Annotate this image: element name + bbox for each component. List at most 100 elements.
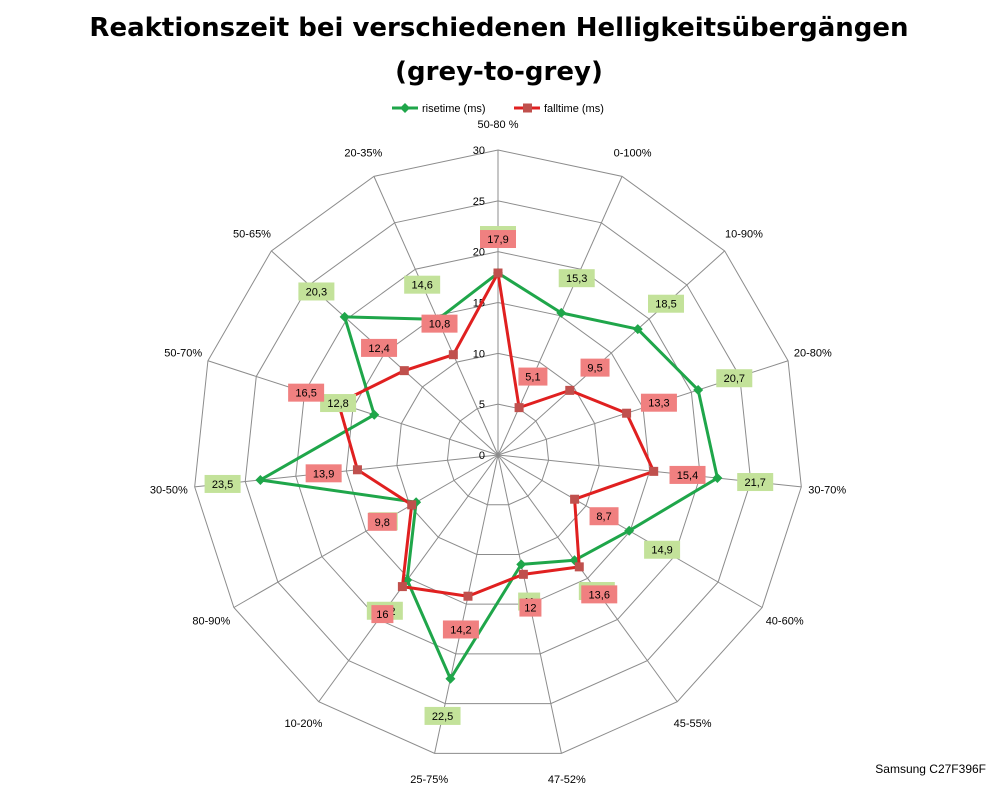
category-labels: 50-80 % 0-100% 10-90% 20-80% 30-70% 40-60% 45-… — [150, 119, 847, 786]
data-label-box — [298, 282, 335, 301]
data-point — [448, 350, 458, 360]
data-label-box — [640, 393, 677, 412]
data-point — [514, 403, 524, 413]
data-label-text: 12,8 — [327, 398, 348, 410]
data-label-box — [519, 598, 542, 617]
data-label-box — [648, 294, 685, 313]
data-point — [445, 673, 456, 684]
data-point — [556, 307, 567, 318]
data-label-text: 15,3 — [566, 273, 587, 285]
data-point — [624, 525, 635, 536]
data-label-box — [580, 358, 610, 377]
data-label-text: 14,9 — [651, 545, 672, 557]
data-point — [693, 384, 704, 395]
axis-tick-label: 5 — [479, 399, 485, 411]
category-label: 40-60% — [766, 616, 804, 628]
data-point — [397, 582, 407, 592]
category-label: 30-70% — [808, 485, 846, 497]
legend: risetime (ms) falltime (ms) — [392, 103, 604, 115]
legend-marker — [400, 103, 410, 113]
data-label-falltime: 13,9 — [305, 464, 342, 483]
data-label-box — [581, 585, 618, 604]
data-point — [565, 385, 575, 395]
series-lines — [255, 268, 723, 684]
data-point — [352, 465, 362, 475]
grid-spoke — [194, 454, 499, 488]
category-label: 20-80% — [794, 348, 832, 360]
grid-ring — [446, 403, 550, 506]
data-labels: 17,915,318,520,721,714,912,81122,515,29,… — [204, 226, 774, 725]
data-label-falltime: 14,2 — [442, 620, 479, 639]
data-label-text: 9,8 — [375, 517, 390, 529]
model-credit: Samsung C27F396F — [875, 762, 986, 776]
data-label-falltime: 12,4 — [361, 338, 398, 357]
data-label-text: 21,7 — [744, 477, 765, 489]
data-label-box — [371, 605, 394, 624]
data-label-falltime: 17,9 — [480, 230, 516, 249]
chart-title-line2: (grey-to-grey) — [395, 57, 603, 87]
data-point — [649, 466, 659, 476]
data-label-box — [518, 367, 548, 386]
data-label-text: 17,9 — [487, 234, 508, 246]
category-label: 47-52% — [548, 774, 586, 786]
data-label-text: 13,6 — [589, 589, 610, 601]
series-line-risetime — [258, 271, 719, 681]
category-label: 50-65% — [233, 229, 271, 241]
legend-marker — [523, 103, 532, 113]
category-label: 50-80 % — [478, 119, 519, 131]
grid-ring — [396, 352, 600, 555]
axis-tick-label: 25 — [473, 196, 485, 208]
data-label-text: 16 — [376, 609, 388, 621]
legend-label: falltime (ms) — [544, 103, 604, 115]
data-label-box — [589, 507, 619, 526]
data-point — [493, 268, 503, 278]
data-label-text: 12 — [524, 603, 536, 615]
category-label: 30-50% — [150, 485, 188, 497]
category-label: 10-90% — [725, 229, 763, 241]
series-line-falltime — [336, 271, 656, 598]
data-label-text: 18,5 — [655, 299, 676, 311]
data-label-text: 14,6 — [411, 280, 432, 292]
data-label-box — [737, 473, 774, 492]
data-label-box — [367, 512, 397, 531]
data-label-falltime: 16 — [371, 605, 394, 624]
grid-spoke — [497, 454, 678, 703]
data-label-falltime: 16,5 — [288, 383, 325, 402]
category-label: 50-70% — [164, 348, 202, 360]
grid-spoke — [434, 454, 499, 754]
data-label-falltime: 8,7 — [589, 507, 619, 526]
data-point — [407, 500, 417, 510]
data-point — [463, 591, 473, 601]
data-point — [255, 474, 266, 485]
data-label-text: 10,8 — [429, 319, 450, 331]
category-label: 10-20% — [284, 718, 322, 730]
data-label-falltime: 9,8 — [367, 512, 397, 531]
grid-ring — [295, 251, 701, 655]
axis-tick-label: 30 — [473, 145, 485, 157]
data-label-falltime: 13,6 — [581, 585, 618, 604]
data-point — [339, 311, 350, 322]
data-label-falltime: 10,8 — [421, 314, 458, 333]
axis-tick-label: 20 — [473, 247, 485, 259]
data-point — [632, 324, 643, 335]
chart-title-line1: Reaktionszeit bei verschiedenen Helligke… — [89, 13, 909, 43]
category-label: 45-55% — [674, 718, 712, 730]
data-point — [622, 408, 632, 418]
data-point — [399, 366, 409, 376]
data-label-box — [558, 269, 595, 288]
data-label-falltime: 9,5 — [580, 358, 610, 377]
data-label-box — [442, 620, 479, 639]
data-label-risetime: 20,7 — [716, 369, 753, 388]
data-label-box — [288, 383, 325, 402]
category-label: 20-35% — [344, 148, 382, 160]
data-label-risetime: 18,5 — [648, 294, 685, 313]
data-label-box — [424, 706, 461, 725]
category-label: 0-100% — [614, 148, 652, 160]
data-point — [369, 409, 380, 420]
data-point — [518, 569, 528, 579]
data-label-risetime: 21,7 — [737, 473, 774, 492]
data-label-risetime: 12,8 — [320, 394, 357, 413]
data-label-risetime: 15,3 — [558, 269, 595, 288]
data-label-box — [320, 394, 357, 413]
data-label-box — [421, 314, 458, 333]
